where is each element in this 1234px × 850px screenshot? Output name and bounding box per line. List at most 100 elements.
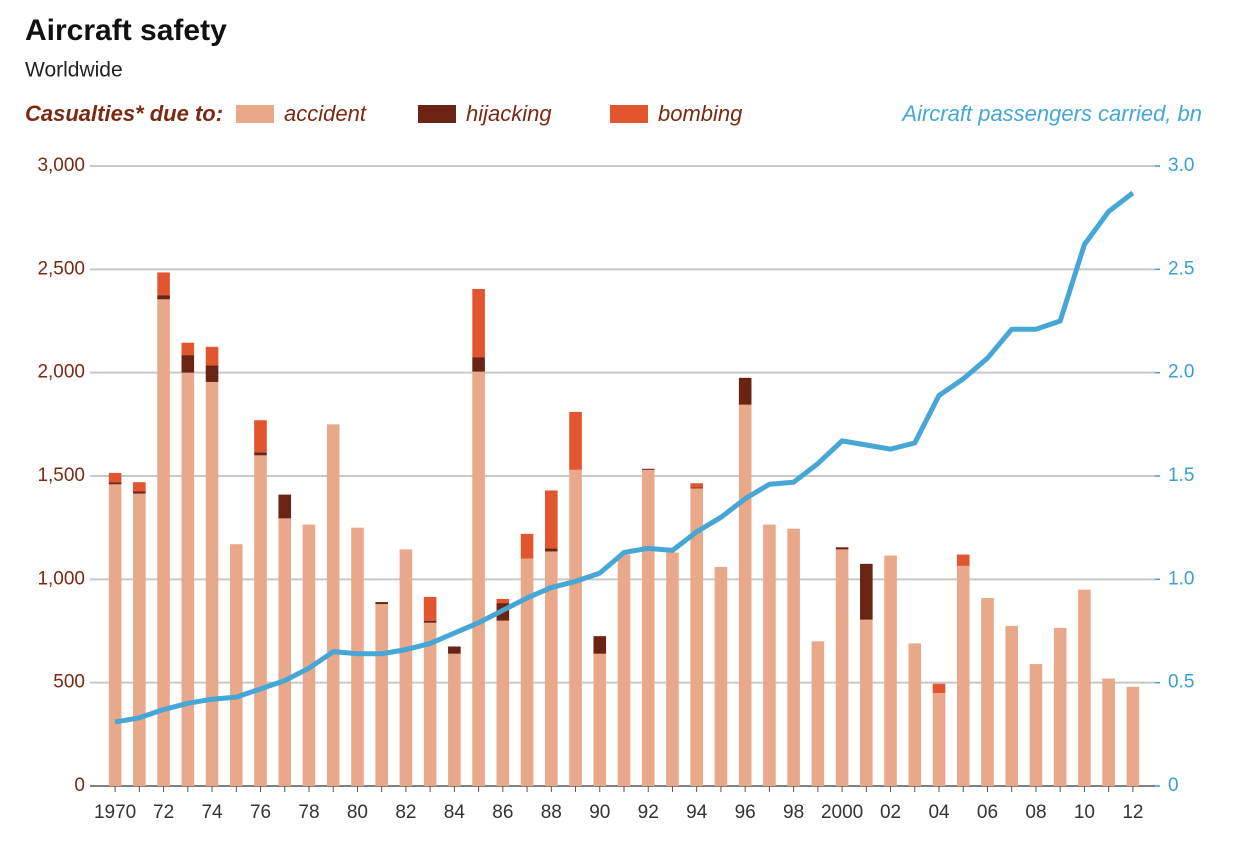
- y-tick-label: 1,500: [37, 465, 85, 486]
- x-tick-label: 92: [638, 802, 659, 823]
- y2-tick-label: 2.0: [1168, 362, 1194, 383]
- bar-segment: [545, 548, 558, 552]
- x-tick-label: 94: [686, 802, 708, 823]
- x-tick-label: 74: [201, 802, 223, 823]
- bar-segment: [472, 371, 485, 786]
- bar-segment: [375, 604, 388, 786]
- bar-segment: [205, 381, 219, 786]
- x-tick-label: 86: [492, 802, 513, 823]
- bar-segment: [545, 551, 558, 786]
- bar-segment: [326, 424, 340, 786]
- x-tick-label: 02: [880, 802, 901, 823]
- bar-segment: [593, 636, 607, 654]
- y2-tick-label: 0: [1168, 775, 1179, 796]
- y2-tick-label: 0.5: [1168, 672, 1194, 693]
- x-tick-label: 90: [589, 802, 610, 823]
- bar-segment: [254, 452, 267, 456]
- bar-segment: [157, 272, 170, 296]
- bar-segment: [423, 622, 437, 786]
- bar-segment: [956, 565, 970, 786]
- x-tick-label: 88: [541, 802, 562, 823]
- bar-segment: [496, 598, 510, 604]
- bar-segment: [593, 653, 607, 786]
- bar-segment: [545, 490, 558, 549]
- y-tick-label: 1,000: [37, 568, 85, 589]
- bar-segment: [181, 342, 195, 356]
- bar-segment: [520, 558, 534, 786]
- bar-segment: [205, 346, 219, 366]
- x-tick-label: 2000: [821, 802, 863, 823]
- legend-swatch: [236, 105, 274, 123]
- bar-segment: [133, 493, 146, 786]
- legend-swatch: [418, 105, 456, 123]
- bar-segment: [932, 693, 946, 786]
- x-tick-label: 10: [1074, 802, 1095, 823]
- bar-segment: [520, 533, 534, 559]
- bar-segment: [908, 643, 922, 786]
- bar-segment: [569, 469, 582, 786]
- bar-segment: [496, 620, 510, 786]
- bar-segment: [181, 355, 195, 373]
- bar-segment: [157, 299, 170, 786]
- bar-segment: [884, 555, 897, 786]
- bar-segment: [278, 518, 292, 786]
- bar-segment: [569, 411, 582, 470]
- y2-tick-label: 1.0: [1168, 568, 1194, 589]
- passenger-line: [114, 190, 1135, 725]
- chart-title: Aircraft safety: [25, 14, 227, 47]
- bar-segment: [981, 597, 994, 786]
- bar-segment: [1053, 627, 1067, 786]
- bar-segment: [1005, 625, 1019, 786]
- y-tick-label: 0: [74, 775, 85, 796]
- bar-segment: [763, 524, 776, 786]
- bar-segment: [157, 295, 170, 300]
- chart-subtitle: Worldwide: [25, 59, 123, 82]
- bar-segment: [448, 653, 461, 786]
- x-tick-label: 82: [395, 802, 416, 823]
- bar-segment: [787, 528, 800, 786]
- bar-segment: [932, 683, 946, 693]
- bar-segment: [860, 563, 873, 620]
- x-tick-label: 04: [928, 802, 950, 823]
- bar-segment: [811, 641, 825, 786]
- legend-label: hijacking: [466, 101, 552, 126]
- bar-segment: [690, 483, 703, 488]
- x-tick-label: 12: [1122, 802, 1143, 823]
- legend-title: Casualties* due to:: [25, 101, 223, 126]
- y-tick-label: 2,000: [37, 362, 85, 383]
- x-tick-label: 96: [735, 802, 756, 823]
- bar-segment: [1102, 678, 1115, 786]
- bar-segment: [181, 372, 195, 786]
- x-tick-label: 76: [250, 802, 271, 823]
- bar-segment: [254, 420, 267, 453]
- bar-segment: [448, 646, 461, 654]
- x-tick-label: 78: [298, 802, 319, 823]
- bar-segment: [302, 524, 316, 786]
- bar-segment: [278, 494, 292, 519]
- bar-segment: [229, 544, 243, 786]
- x-tick-label: 1970: [94, 802, 136, 823]
- bar-segment: [1126, 686, 1140, 786]
- y-tick-label: 3,000: [37, 155, 85, 176]
- bar-segment: [617, 554, 631, 786]
- bar-segment: [860, 619, 873, 786]
- bar-segment: [423, 620, 437, 623]
- bar-segment: [108, 484, 122, 786]
- bar-segment: [133, 482, 146, 492]
- bar-segment: [423, 596, 437, 621]
- bar-segment: [133, 491, 146, 494]
- bar-segment: [254, 455, 267, 786]
- bar-segment: [375, 602, 388, 605]
- bar-segment: [472, 357, 485, 372]
- x-tick-label: 72: [153, 802, 174, 823]
- y-tick-label: 2,500: [37, 258, 85, 279]
- y2-tick-label: 3.0: [1168, 155, 1194, 176]
- legend-swatch: [610, 105, 648, 123]
- bar-segment: [666, 552, 679, 786]
- x-tick-label: 80: [347, 802, 368, 823]
- bar-segment: [108, 482, 122, 485]
- bar-segment: [738, 404, 752, 786]
- legend-label: bombing: [658, 101, 743, 126]
- bar-segment: [351, 527, 364, 786]
- bar-segment: [738, 377, 752, 405]
